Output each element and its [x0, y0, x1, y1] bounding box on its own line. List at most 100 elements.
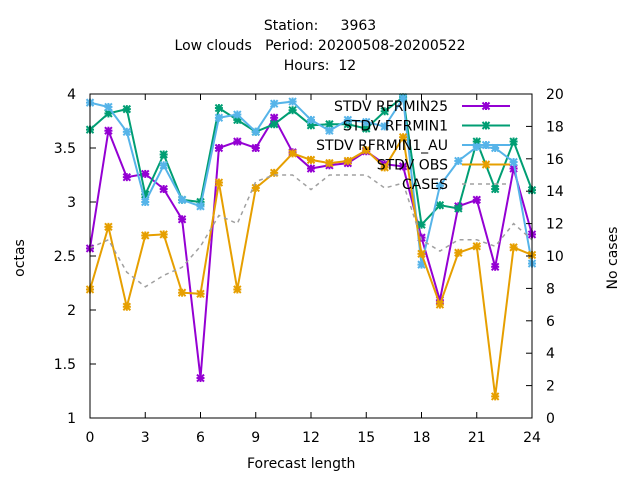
title-line-period: Low clouds Period: 20200508-20200522 [174, 38, 466, 54]
y2-tick-label-8: 16 [546, 152, 564, 168]
data-point-3-17 [398, 132, 408, 142]
title-line-hours: Hours: 12 [283, 58, 357, 74]
data-point-2-11 [288, 97, 297, 106]
data-point-2-10 [269, 99, 279, 108]
title-line-station: Station: 3963 [263, 18, 377, 34]
x-tick-label-1: 3 [141, 430, 150, 446]
data-point-2-13 [325, 126, 334, 135]
data-point-3-14 [343, 156, 353, 166]
y2-tick-label-3: 6 [546, 314, 555, 330]
data-point-2-6 [196, 202, 205, 211]
data-point-2-1 [104, 102, 113, 112]
y-tick-label-4: 3 [67, 195, 76, 211]
data-point-2-9 [251, 127, 260, 137]
data-point-3-4 [159, 230, 168, 239]
data-point-3-5 [177, 288, 187, 297]
data-point-2-4 [159, 161, 168, 170]
data-point-3-13 [325, 158, 334, 168]
series-line-3 [89, 134, 533, 397]
x-tick-label-3: 9 [251, 430, 260, 446]
series-line-4 [89, 174, 533, 288]
data-point-3-12 [306, 155, 316, 165]
data-point-2-5 [177, 195, 187, 205]
data-point-0-1 [104, 126, 113, 135]
legend-label-3: STDV OBS [377, 158, 448, 174]
data-point-3-23 [509, 243, 518, 252]
legend-marker-1 [481, 121, 491, 130]
legend-label-1: STDV RFRMIN1 [343, 119, 448, 135]
data-point-3-2 [122, 302, 132, 311]
legend-marker-2 [481, 140, 491, 150]
y-tick-label-1: 1.5 [54, 357, 76, 373]
legend-label-4: CASES [402, 177, 448, 193]
x-tick-label-8: 24 [523, 430, 541, 446]
y2-tick-label-1: 2 [546, 379, 555, 395]
data-point-2-14 [343, 115, 353, 125]
y2-tick-label-7: 14 [546, 184, 564, 200]
data-point-2-19 [435, 181, 445, 191]
data-point-1-22 [490, 184, 500, 194]
data-point-3-7 [214, 178, 224, 187]
data-point-2-18 [417, 260, 426, 269]
data-point-3-22 [490, 392, 500, 401]
data-point-0-12 [306, 164, 316, 173]
data-point-2-23 [509, 157, 518, 167]
y2-tick-label-0: 0 [546, 411, 555, 427]
data-point-3-6 [196, 289, 205, 299]
legend-marker-0 [481, 101, 491, 111]
data-point-2-15 [362, 117, 371, 127]
x-tick-label-7: 21 [468, 430, 486, 446]
data-point-2-3 [141, 197, 150, 207]
x-tick-label-0: 0 [86, 430, 95, 446]
data-point-0-7 [214, 143, 224, 153]
data-point-3-21 [472, 242, 481, 251]
y2-tick-label-6: 12 [546, 217, 564, 233]
x-tick-label-4: 12 [302, 430, 320, 446]
data-point-0-21 [472, 195, 481, 205]
y2-tick-label-9: 18 [546, 119, 564, 135]
legend-label-0: STDV RFRMIN25 [334, 99, 448, 115]
data-point-1-2 [122, 104, 132, 114]
plot-border [89, 93, 533, 419]
x-tick-label-6: 18 [413, 430, 431, 446]
data-point-1-19 [435, 201, 445, 210]
y2-tick-label-5: 10 [546, 249, 564, 265]
data-point-3-19 [435, 300, 445, 309]
data-point-3-15 [362, 145, 371, 155]
data-point-0-22 [490, 262, 500, 272]
data-point-2-7 [214, 113, 224, 122]
data-point-1-10 [269, 120, 279, 129]
y-tick-label-0: 1 [67, 411, 76, 427]
data-point-2-12 [306, 115, 316, 125]
legend-marker-3 [481, 160, 491, 169]
data-point-3-1 [104, 222, 113, 232]
y-tick-label-2: 2 [67, 303, 76, 319]
y-tick-label-3: 2.5 [54, 249, 76, 265]
data-point-2-2 [122, 127, 132, 137]
data-point-3-3 [141, 231, 150, 240]
data-point-0-4 [159, 184, 168, 194]
legend-label-2: STDV RFRMIN1_AU [316, 138, 448, 154]
data-point-1-11 [288, 105, 297, 115]
data-point-1-7 [214, 103, 224, 113]
data-point-1-23 [509, 137, 518, 146]
data-point-3-18 [417, 249, 426, 259]
data-point-1-16 [380, 107, 389, 116]
data-point-0-9 [251, 143, 260, 153]
data-point-0-3 [141, 169, 150, 179]
data-point-1-4 [159, 150, 168, 159]
data-point-0-2 [122, 172, 132, 182]
y2-tick-label-4: 8 [546, 281, 555, 297]
y-tick-label-5: 3.5 [54, 141, 76, 157]
data-point-2-20 [454, 156, 463, 166]
data-point-3-9 [251, 183, 260, 193]
data-point-0-5 [177, 215, 187, 224]
data-point-3-20 [454, 248, 463, 257]
data-point-1-20 [454, 204, 463, 213]
data-point-2-16 [380, 122, 389, 131]
data-point-2-8 [233, 110, 242, 119]
y2-tick-label-10: 20 [546, 87, 564, 103]
data-point-0-6 [196, 373, 205, 383]
x-tick-label-2: 6 [196, 430, 205, 446]
